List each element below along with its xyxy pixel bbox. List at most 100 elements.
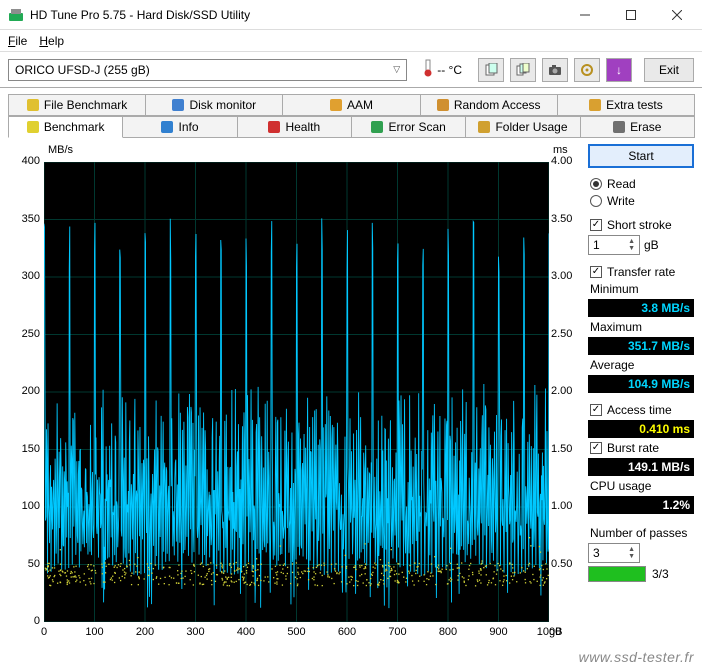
tab-icon: [478, 121, 490, 133]
x-tick-label: 800: [433, 626, 463, 638]
tab-extra-tests[interactable]: Extra tests: [557, 94, 695, 116]
tab-label: Erase: [630, 120, 661, 134]
y-tick-label: 150: [10, 443, 40, 455]
screenshot-button[interactable]: [542, 58, 568, 82]
read-radio-label: Read: [607, 177, 636, 191]
tab-label: Folder Usage: [495, 120, 567, 134]
tab-health[interactable]: Health: [237, 116, 352, 138]
copy-all-button[interactable]: [510, 58, 536, 82]
short-stroke-unit: gB: [644, 238, 659, 252]
tab-random-access[interactable]: Random Access: [420, 94, 558, 116]
window-buttons: [562, 0, 700, 30]
toolbar: ORICO UFSD-J (255 gB) ▽ -- °C ↓ Exit: [0, 52, 702, 88]
tab-icon: [371, 121, 383, 133]
burst-rate-check[interactable]: Burst rate: [588, 441, 694, 455]
passes-progress-label: 3/3: [652, 567, 669, 581]
cpu-usage-label: CPU usage: [588, 479, 694, 493]
app-icon: [8, 7, 24, 23]
checkbox-icon: [590, 404, 602, 416]
y-right-tick-label: 2.50: [551, 328, 583, 340]
tab-icon: [27, 121, 39, 133]
y-right-tick-label: 1.00: [551, 500, 583, 512]
benchmark-chart: MB/sms0500.501001.001501.502002.002502.5…: [8, 144, 582, 582]
close-button[interactable]: [654, 0, 700, 30]
short-stroke-label: Short stroke: [607, 218, 672, 232]
chart-canvas: [44, 162, 549, 622]
tabs-area: File BenchmarkDisk monitor AAM Random Acce…: [0, 88, 702, 138]
tab-icon: [268, 121, 280, 133]
minimum-value: 3.8 MB/s: [588, 299, 694, 317]
access-time-check[interactable]: Access time: [588, 403, 694, 417]
tab-disk-monitor[interactable]: Disk monitor: [145, 94, 283, 116]
radio-icon: [590, 178, 602, 190]
spinner-icon[interactable]: ▲▼: [628, 546, 635, 560]
passes-input[interactable]: 3 ▲▼: [588, 543, 640, 563]
tab-erase[interactable]: Erase: [580, 116, 695, 138]
tab-aam[interactable]: AAM: [282, 94, 420, 116]
y-tick-label: 350: [10, 213, 40, 225]
tab-folder-usage[interactable]: Folder Usage: [465, 116, 580, 138]
passes-label: Number of passes: [588, 526, 694, 540]
maximize-button[interactable]: [608, 0, 654, 30]
short-stroke-value: 1: [593, 238, 600, 252]
x-tick-label: 300: [181, 626, 211, 638]
exit-button[interactable]: Exit: [644, 58, 694, 82]
settings-button[interactable]: [574, 58, 600, 82]
menubar: File Help: [0, 30, 702, 52]
tab-benchmark[interactable]: Benchmark: [8, 116, 123, 138]
passes-value: 3: [593, 546, 600, 560]
checkbox-icon: [590, 219, 602, 231]
tab-file-benchmark[interactable]: File Benchmark: [8, 94, 146, 116]
tab-row-bottom: Benchmark Info Health Error Scan Folder Usag…: [8, 116, 694, 138]
access-time-value: 0.410 ms: [588, 420, 694, 438]
checkbox-icon: [590, 442, 602, 454]
tab-icon: [437, 99, 449, 111]
save-button[interactable]: ↓: [606, 58, 632, 82]
tab-label: Info: [178, 120, 198, 134]
copy-button[interactable]: [478, 58, 504, 82]
tab-icon: [161, 121, 173, 133]
x-tick-label: 900: [484, 626, 514, 638]
tab-label: Error Scan: [388, 120, 445, 134]
menu-help[interactable]: Help: [39, 34, 64, 48]
y-right-tick-label: 3.00: [551, 270, 583, 282]
tab-label: Benchmark: [44, 120, 105, 134]
menu-file[interactable]: File: [8, 34, 27, 48]
x-tick-label: 200: [130, 626, 160, 638]
burst-rate-label: Burst rate: [607, 441, 659, 455]
side-panel: Start Read Write Short stroke 1 ▲▼ gB Tra…: [588, 144, 694, 582]
x-tick-label: 0: [29, 626, 59, 638]
radio-icon: [590, 195, 602, 207]
x-tick-label: 100: [80, 626, 110, 638]
y-left-unit: MB/s: [48, 144, 73, 156]
transfer-rate-label: Transfer rate: [607, 265, 675, 279]
chevron-down-icon: ▽: [393, 64, 400, 75]
drive-select[interactable]: ORICO UFSD-J (255 gB) ▽: [8, 59, 407, 81]
read-radio[interactable]: Read: [588, 177, 694, 191]
temperature-value: -- °C: [437, 63, 462, 77]
y-right-tick-label: 2.00: [551, 385, 583, 397]
tab-info[interactable]: Info: [122, 116, 237, 138]
titlebar: HD Tune Pro 5.75 - Hard Disk/SSD Utility: [0, 0, 702, 30]
write-radio-label: Write: [607, 194, 635, 208]
tab-error-scan[interactable]: Error Scan: [351, 116, 466, 138]
y-tick-label: 100: [10, 500, 40, 512]
tab-icon: [589, 99, 601, 111]
transfer-rate-check[interactable]: Transfer rate: [588, 265, 694, 279]
tab-icon: [330, 99, 342, 111]
write-radio[interactable]: Write: [588, 194, 694, 208]
checkbox-icon: [590, 266, 602, 278]
short-stroke-input[interactable]: 1 ▲▼: [588, 235, 640, 255]
tab-icon: [613, 121, 625, 133]
y-tick-label: 300: [10, 270, 40, 282]
y-tick-label: 200: [10, 385, 40, 397]
drive-select-label: ORICO UFSD-J (255 gB): [15, 63, 150, 77]
minimize-button[interactable]: [562, 0, 608, 30]
temperature-display: -- °C: [413, 59, 472, 80]
start-button[interactable]: Start: [588, 144, 694, 168]
spinner-icon[interactable]: ▲▼: [628, 238, 635, 252]
y-tick-label: 250: [10, 328, 40, 340]
tab-label: AAM: [347, 98, 373, 112]
thermometer-icon: [423, 59, 433, 80]
short-stroke-check[interactable]: Short stroke: [588, 218, 694, 232]
